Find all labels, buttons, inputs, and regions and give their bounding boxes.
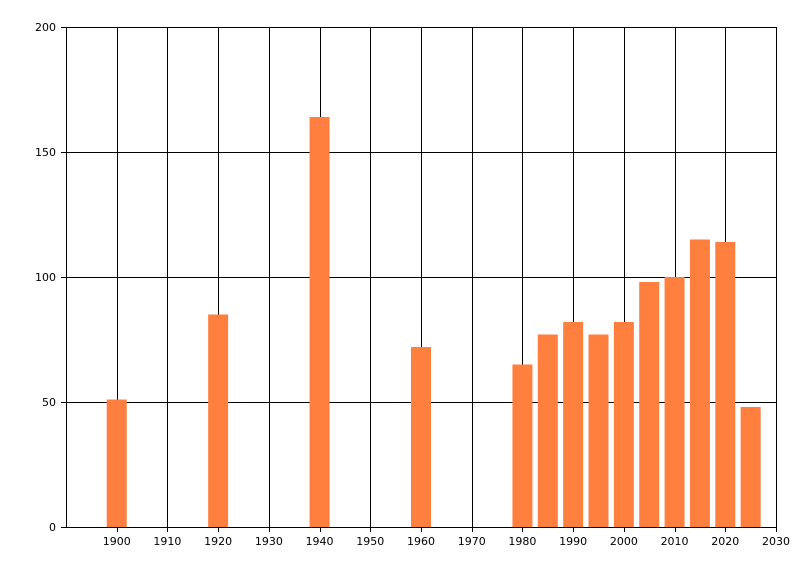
bar [613, 322, 634, 527]
x-tick-label: 1980 [508, 535, 536, 548]
y-tick-label: 150 [35, 146, 56, 159]
x-tick-label: 1990 [559, 535, 587, 548]
x-tick-label: 1970 [458, 535, 486, 548]
x-tick-labels: 1900 1910 1920 1930 1940 1950 1960 1970 1980 1990… [103, 535, 790, 548]
bar [664, 277, 685, 527]
bar [715, 242, 736, 527]
y-tick-labels: 0 50 100 150 200 [35, 21, 56, 534]
x-tick-label: 1900 [103, 535, 131, 548]
bar [309, 117, 330, 527]
bar [588, 334, 609, 527]
bar [411, 347, 431, 527]
bar [740, 407, 761, 527]
x-tick-label: 1920 [204, 535, 232, 548]
x-tick-label: 2030 [762, 535, 790, 548]
bar [563, 322, 584, 527]
x-tick-label: 2000 [610, 535, 638, 548]
y-tick-label: 100 [35, 271, 56, 284]
bar [537, 334, 558, 527]
bar [689, 239, 710, 527]
bar [512, 364, 533, 527]
y-tick-label: 200 [35, 21, 56, 34]
x-tick-label: 2010 [661, 535, 689, 548]
y-tick-label: 50 [42, 396, 56, 409]
x-tick-label: 1940 [306, 535, 334, 548]
x-tick-label: 1960 [407, 535, 435, 548]
y-tick-label: 0 [49, 521, 56, 534]
x-tick-label: 2020 [711, 535, 739, 548]
x-tick-label: 1950 [356, 535, 384, 548]
bars [106, 117, 761, 527]
bar [639, 282, 660, 527]
x-tick-label: 1930 [255, 535, 283, 548]
x-tick-label: 1910 [153, 535, 181, 548]
bar [106, 399, 127, 527]
bar [208, 314, 229, 527]
axes [66, 27, 776, 528]
